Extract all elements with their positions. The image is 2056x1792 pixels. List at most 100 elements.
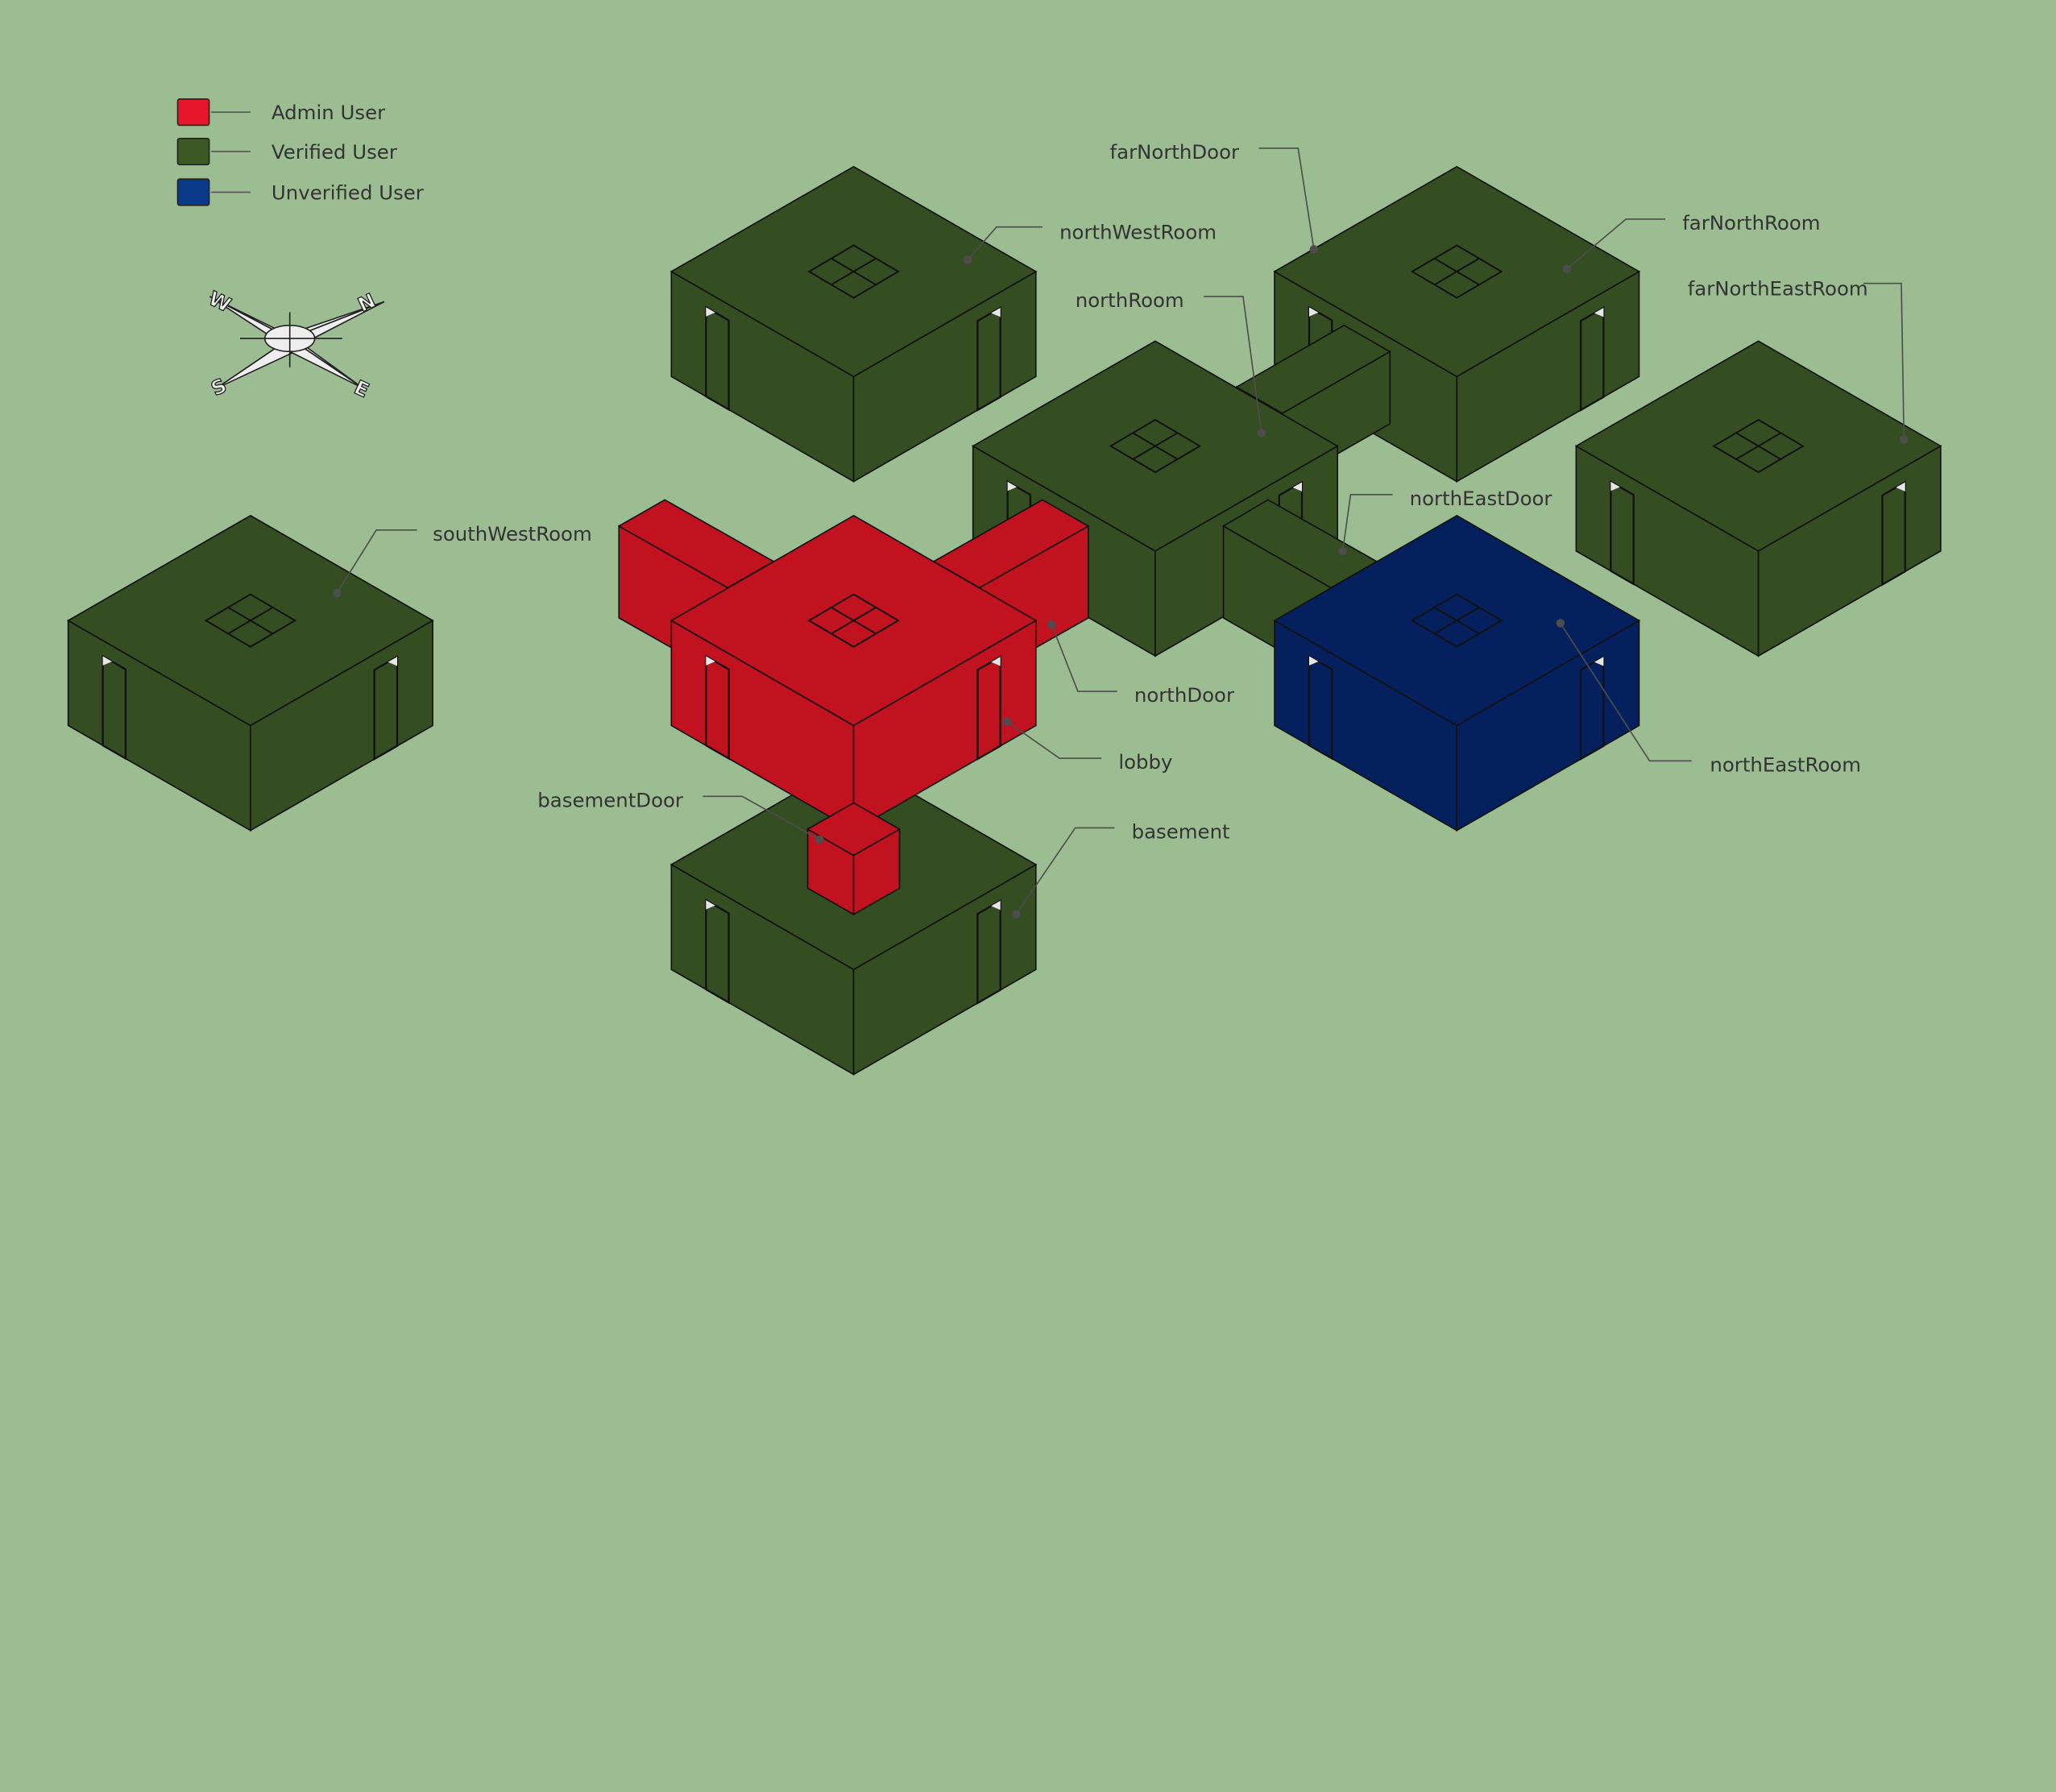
verified-swatch (176, 137, 210, 166)
basementDoor-callout: basementDoor (537, 788, 824, 844)
legend-item-admin: Admin User (176, 98, 466, 130)
northRoom-leader-line (1204, 296, 1262, 433)
farNorthEastRoom-window-icon (1735, 432, 1781, 460)
basement-door-icon (705, 898, 730, 1005)
farNorthEastRoom-label: farNorthEastRoom (1688, 276, 1868, 300)
legend-tick (211, 111, 251, 114)
admin-swatch (176, 98, 210, 127)
lobby-door-icon (705, 654, 730, 761)
legend-item-unverified: Unverified User (176, 178, 466, 209)
legend-label: Verified User (271, 140, 397, 164)
basementDoor-roof (806, 802, 902, 857)
northWestRoom-leader-line (967, 226, 1043, 260)
farNorthRoom-window-icon (1434, 257, 1480, 286)
farNorthRoom-label: farNorthRoom (1682, 211, 1820, 234)
farNorthEastRoom-door-light-icon (1610, 481, 1620, 492)
lobby (669, 514, 1038, 832)
legend-label: Admin User (271, 101, 386, 125)
farNorthDoor-leader-dot (1309, 245, 1319, 254)
northRoom-window-icon (1132, 432, 1179, 460)
northEastRoom-label: northEastRoom (1710, 753, 1861, 776)
lobby-window-icon (831, 607, 877, 635)
northWestRoom-callout: northWestRoom (963, 220, 1217, 264)
farNorthDoor-roof (1235, 324, 1391, 414)
northEastRoom-door-icon (1308, 654, 1333, 761)
basement-door-light-icon (706, 900, 715, 910)
southWestRoom-window-icon (227, 607, 274, 635)
northEastDoor-leader-line (1341, 494, 1393, 551)
southWestRoom (67, 514, 434, 832)
farNorthEastRoom-door-light-icon (1896, 482, 1905, 492)
northDoor-label: northDoor (1134, 683, 1235, 707)
northEastRoom-door-light-icon (1309, 656, 1319, 666)
farNorthEastRoom-leader-line (1863, 282, 1905, 440)
southWestRoom-callout: southWestRoom (333, 522, 592, 598)
northRoom-window-icon (1109, 418, 1202, 474)
labels-layer: northWestRoom farNorthDoor farNorthRoom nor… (333, 140, 1909, 919)
basementDoor-leader-dot (815, 835, 824, 844)
northRoom-door-light-icon (1007, 481, 1018, 492)
legend-tick (211, 191, 251, 193)
northEastRoom (1273, 514, 1641, 832)
legend-item-verified: Verified User (176, 137, 466, 169)
northWestRoom (669, 165, 1038, 483)
legend-tick (211, 151, 251, 152)
northEastRoom-leader-line (1560, 622, 1692, 762)
lobby-door-light-icon (991, 657, 1001, 666)
lobby-leader-line (1006, 720, 1102, 759)
shapes-layer (67, 165, 1942, 1076)
lobby-door-light-icon (706, 656, 715, 666)
farNorthEastRoom-leader-dot (1900, 435, 1909, 444)
legend-label: Unverified User (271, 180, 424, 205)
isometric-scene: northWestRoom farNorthDoor farNorthRoom nor… (67, 140, 1942, 1076)
southWestRoom-door-light-icon (102, 656, 113, 666)
northWestRoom-door-light-icon (991, 307, 1001, 317)
lobby-label: lobby (1118, 750, 1172, 774)
southWestRoom-leader-dot (333, 588, 342, 598)
farNorthRoom-door-light-icon (1594, 307, 1604, 317)
northDoor-leader-dot (1047, 620, 1056, 629)
lobby-callout: lobby (1002, 717, 1172, 774)
farNorthRoom-callout: farNorthRoom (1562, 211, 1821, 273)
lobby-door-icon (976, 655, 1001, 761)
basement-door-icon (976, 898, 1001, 1005)
farNorthDoor-leader-line (1258, 147, 1315, 250)
southWestRoom-door-light-icon (388, 657, 397, 666)
compass-rose-icon: W N S E (205, 286, 385, 401)
farNorthRoom-leader-dot (1562, 264, 1572, 273)
northEastDoor-callout: northEastDoor (1338, 487, 1552, 556)
northRoom-label: northRoom (1076, 288, 1184, 312)
basement-door-light-icon (991, 900, 1001, 911)
northEastRoom-window-icon (1434, 607, 1480, 635)
basementDoor (806, 802, 902, 916)
farNorthRoom-window-icon (1410, 244, 1503, 299)
farNorthRoom-door-light-icon (1309, 307, 1319, 317)
northWestRoom-label: northWestRoom (1059, 220, 1217, 243)
lobby-window-icon (807, 593, 900, 648)
northDoor-callout: northDoor (1047, 620, 1235, 707)
northRoom-leader-dot (1257, 429, 1266, 438)
northEastRoom-door-light-icon (1594, 657, 1604, 666)
basement-label: basement (1132, 819, 1230, 843)
basement-leader-dot (1012, 910, 1021, 919)
southWestRoom-label: southWestRoom (433, 522, 592, 545)
basementDoor-leader-line (703, 795, 820, 840)
basementDoor-label: basementDoor (537, 788, 684, 811)
northWestRoom-door-icon (705, 305, 730, 412)
northEastDoor-leader-dot (1338, 546, 1347, 556)
northEastRoom-callout: northEastRoom (1556, 619, 1861, 776)
farNorthEastRoom-window-icon (1712, 418, 1805, 474)
northWestRoom-leader-dot (963, 255, 972, 264)
southWestRoom-door-icon (102, 654, 127, 761)
northWestRoom-window-icon (831, 257, 877, 286)
farNorthEastRoom-callout: farNorthEastRoom (1688, 276, 1909, 444)
farNorthEastRoom-door-icon (1610, 479, 1635, 586)
lobby-leader-dot (1002, 717, 1012, 726)
northWestRoom-door-icon (976, 306, 1001, 412)
northEastRoom-leader-dot (1556, 619, 1565, 628)
northWestRoom-door-light-icon (706, 307, 715, 317)
farNorthRoom-leader-line (1566, 218, 1666, 270)
northEastRoom-window-icon (1410, 593, 1503, 648)
northRoom-callout: northRoom (1076, 288, 1266, 438)
